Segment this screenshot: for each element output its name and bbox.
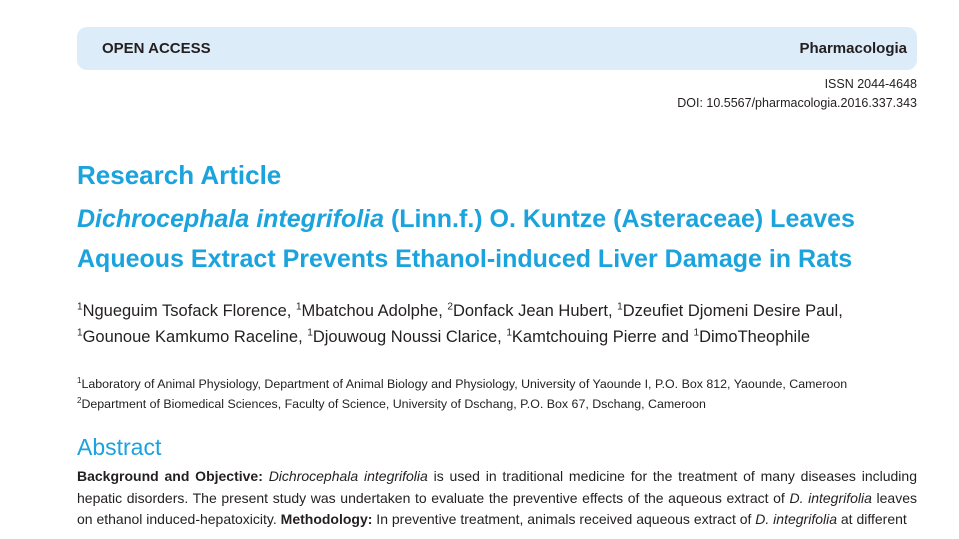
background-label: Background and Objective:	[77, 468, 263, 484]
author[interactable]: 1Dzeufiet Djomeni Desire Paul	[617, 301, 839, 320]
abstract-heading: Abstract	[77, 434, 162, 460]
affiliation: 2Department of Biomedical Sciences, Facu…	[77, 395, 706, 411]
article-meta: ISSN 2044-4648 DOI: 10.5567/pharmacologi…	[677, 75, 917, 113]
affiliation: 1Laboratory of Animal Physiology, Depart…	[77, 375, 848, 391]
article-title: Dichrocephala integrifolia (Linn.f.) O. …	[77, 199, 922, 279]
doi-link[interactable]: DOI: 10.5567/pharmacologia.2016.337.343	[677, 96, 917, 110]
title-line1-rest: (Linn.f.) O. Kuntze (Asteraceae) Leaves	[384, 205, 855, 233]
author[interactable]: 1Mbatchou Adolphe	[295, 301, 439, 320]
author-list: 1Ngueguim Tsofack Florence, 1Mbatchou Ad…	[77, 301, 843, 346]
species-name: Dichrocephala integrifolia	[268, 468, 428, 484]
author[interactable]: 1Gounoue Kamkumo Raceline	[77, 327, 299, 346]
title-line2: Aqueous Extract Prevents Ethanol-induced…	[77, 245, 853, 273]
open-access-label: OPEN ACCESS	[102, 40, 211, 57]
affiliation-list: 1Laboratory of Animal Physiology, Depart…	[77, 374, 927, 414]
methodology-label: Methodology:	[280, 511, 373, 527]
species-name-short: D. integrifolia	[789, 489, 872, 506]
issn: ISSN 2044-4648	[824, 77, 917, 91]
species-name-short: D. integrifolia	[755, 511, 837, 527]
author[interactable]: 1Djouwoug Noussi Clarice	[307, 327, 498, 346]
author[interactable]: 1Kamtchouing Pierre	[506, 327, 657, 346]
abstract-body: Background and Objective: Dichrocephala …	[77, 468, 918, 527]
article-type: Research Article	[77, 160, 282, 190]
author[interactable]: 2Donfack Jean Hubert	[447, 301, 608, 320]
author[interactable]: 1Ngueguim Tsofack Florence	[77, 301, 287, 320]
author[interactable]: 1DimoTheophile	[693, 327, 811, 346]
journal-header-bar: OPEN ACCESS Pharmacologia	[77, 27, 917, 70]
title-species: Dichrocephala integrifolia	[77, 205, 385, 233]
journal-name: Pharmacologia	[799, 40, 907, 57]
